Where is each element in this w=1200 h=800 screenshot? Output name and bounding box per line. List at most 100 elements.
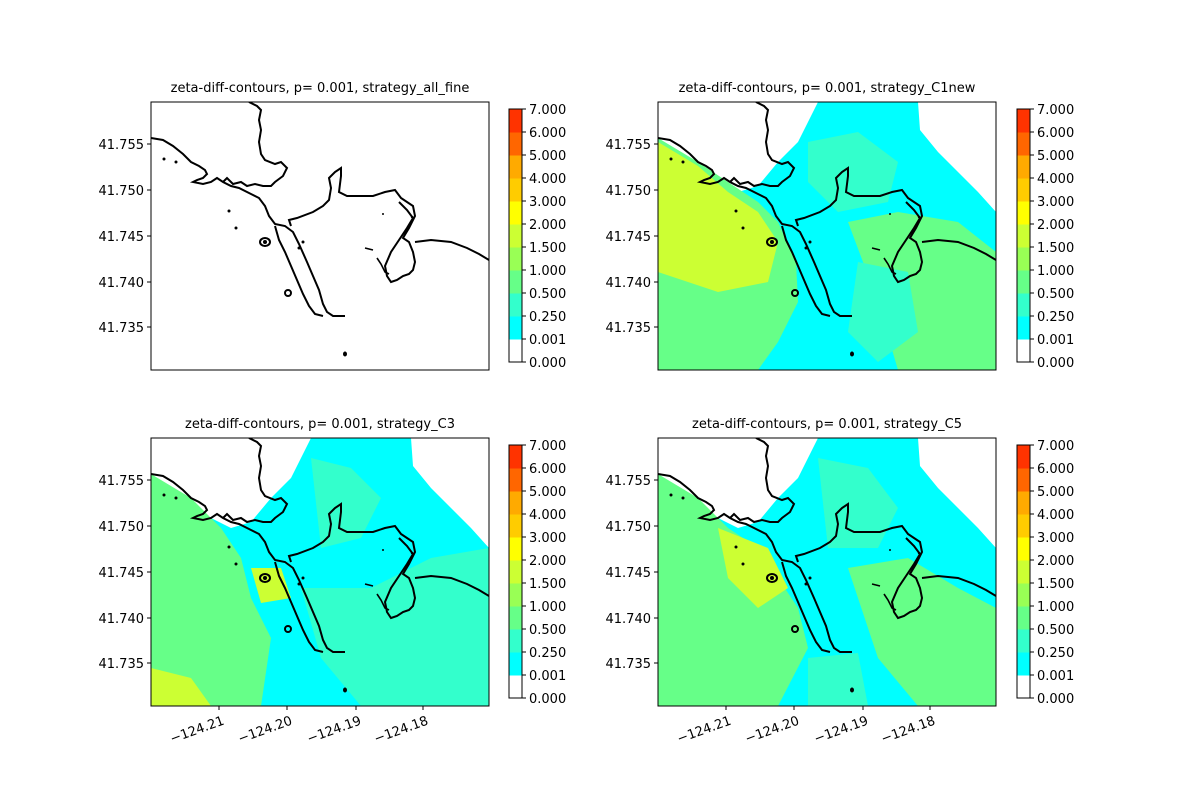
colorbar-segment: [509, 537, 522, 561]
x-tick-label: −124.19: [305, 714, 363, 747]
x-tick-label: −124.21: [168, 714, 226, 747]
colorbar-tick-label: 7.000: [1037, 103, 1074, 118]
colorbar-tick-label: 3.000: [1037, 195, 1074, 210]
y-tick-label: 41.735: [99, 657, 145, 672]
colorbar-tick-label: 1.000: [529, 264, 566, 279]
contour-field: [151, 438, 489, 706]
y-tick-label: 41.740: [99, 276, 145, 291]
colorbar-segment: [509, 224, 522, 248]
colorbar-tick-label: 7.000: [1037, 439, 1074, 454]
panel-title: zeta-diff-contours, p= 0.001, strategy_C…: [679, 81, 976, 96]
colorbar-tick-label: 0.000: [1037, 356, 1074, 371]
colorbar-tick-label: 0.000: [529, 356, 566, 371]
colorbar: 7.000 6.000 5.000 4.000 3.000 2.000 1.500 1.000…: [1016, 439, 1074, 707]
colorbar-segment: [1017, 316, 1030, 340]
y-tick-label: 41.755: [606, 474, 652, 489]
colorbar-tick-label: 0.250: [1037, 310, 1074, 325]
colorbar-segment: [509, 445, 522, 469]
colorbar-segment: [1017, 293, 1030, 317]
colorbar-tick-label: 1.000: [529, 600, 566, 615]
colorbar-tick-label: 7.000: [529, 103, 566, 118]
colorbar: 7.000 6.000 5.000 4.000 3.000 2.000 1.500 1.000…: [508, 439, 566, 707]
contour-field: [658, 102, 996, 370]
colorbar-tick-label: 0.000: [529, 692, 566, 707]
colorbar: 7.000 6.000 5.000 4.000 3.000 2.000 1.500 1.000…: [1016, 103, 1074, 371]
colorbar-segment: [1017, 339, 1030, 363]
colorbar-segment: [1017, 155, 1030, 179]
colorbar-tick-label: 2.000: [529, 218, 566, 233]
colorbar-segment: [509, 132, 522, 156]
colorbar-tick-label: 2.000: [529, 554, 566, 569]
x-tick-label: −124.18: [879, 714, 937, 747]
x-tick-label: −124.19: [812, 714, 870, 747]
plot-area: [150, 437, 490, 707]
colorbar-segment: [509, 270, 522, 294]
colorbar-segment: [1017, 491, 1030, 515]
colorbar-tick-label: 5.000: [529, 149, 566, 164]
colorbar-segment: [1017, 445, 1030, 469]
colorbar-tick-label: 0.001: [529, 333, 566, 348]
colorbar-tick-label: 6.000: [529, 126, 566, 141]
colorbar-segment: [1017, 224, 1030, 248]
colorbar-segment: [1017, 629, 1030, 653]
colorbar-segment: [509, 178, 522, 202]
colorbar-tick-label: 6.000: [1037, 126, 1074, 141]
colorbar-segment: [509, 201, 522, 225]
colorbar-tick-label: 1.500: [1037, 577, 1074, 592]
colorbar-tick-label: 0.000: [1037, 692, 1074, 707]
panel-title: zeta-diff-contours, p= 0.001, strategy_a…: [171, 81, 470, 96]
x-tick-label: −124.20: [743, 714, 801, 747]
colorbar-tick-label: 0.500: [529, 623, 566, 638]
colorbar-segment: [1017, 675, 1030, 699]
y-tick-label: 41.755: [99, 138, 145, 153]
colorbar-tick-label: 0.500: [529, 287, 566, 302]
colorbar-tick-label: 4.000: [529, 172, 566, 187]
colorbar-segment: [509, 247, 522, 271]
colorbar-segment: [1017, 178, 1030, 202]
y-tick-label: 41.755: [606, 138, 652, 153]
y-tick-label: 41.745: [99, 230, 145, 245]
colorbar-segment: [1017, 583, 1030, 607]
colorbar-segment: [509, 468, 522, 492]
y-tick-label: 41.735: [606, 321, 652, 336]
panel-title: zeta-diff-contours, p= 0.001, strategy_C…: [692, 417, 962, 432]
colorbar-tick-label: 0.250: [1037, 646, 1074, 661]
colorbar-tick-label: 2.000: [1037, 218, 1074, 233]
colorbar-tick-label: 0.500: [1037, 287, 1074, 302]
y-tick-label: 41.735: [99, 321, 145, 336]
colorbar-tick-label: 5.000: [529, 485, 566, 500]
panel-2: zeta-diff-contours, p= 0.001, strategy_C…: [606, 81, 1075, 371]
colorbar-tick-label: 2.000: [1037, 554, 1074, 569]
contour-field: [658, 438, 996, 706]
colorbar-segment: [1017, 537, 1030, 561]
panel-4: zeta-diff-contours, p= 0.001, strategy_C…: [606, 417, 1075, 747]
x-tick-label: −124.18: [372, 714, 430, 747]
colorbar-tick-label: 4.000: [529, 508, 566, 523]
colorbar-segment: [1017, 514, 1030, 538]
colorbar-segment: [509, 652, 522, 676]
colorbar-segment: [509, 560, 522, 584]
colorbar-tick-label: 1.500: [529, 577, 566, 592]
colorbar-tick-label: 3.000: [529, 195, 566, 210]
colorbar-tick-label: 4.000: [1037, 172, 1074, 187]
plot-area: [150, 101, 490, 371]
panel-title: zeta-diff-contours, p= 0.001, strategy_C…: [185, 417, 455, 432]
colorbar-tick-label: 6.000: [529, 462, 566, 477]
y-tick-label: 41.745: [606, 566, 652, 581]
plot-area: [657, 437, 997, 707]
colorbar-tick-label: 1.500: [1037, 241, 1074, 256]
y-tick-label: 41.745: [606, 230, 652, 245]
y-tick-label: 41.750: [99, 520, 145, 535]
y-tick-label: 41.750: [606, 184, 652, 199]
y-tick-label: 41.750: [606, 520, 652, 535]
colorbar-segment: [509, 109, 522, 133]
y-tick-label: 41.735: [606, 657, 652, 672]
colorbar-segment: [509, 675, 522, 699]
colorbar-tick-label: 0.250: [529, 646, 566, 661]
colorbar-segment: [1017, 132, 1030, 156]
y-tick-label: 41.750: [99, 184, 145, 199]
y-tick-label: 41.740: [606, 612, 652, 627]
colorbar-tick-label: 7.000: [529, 439, 566, 454]
y-tick-label: 41.740: [99, 612, 145, 627]
